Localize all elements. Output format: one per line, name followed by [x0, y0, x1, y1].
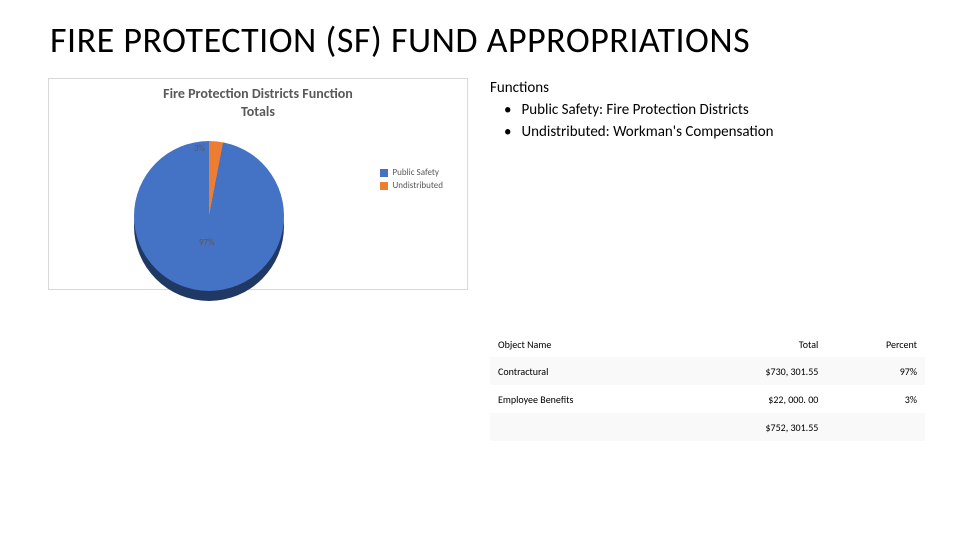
legend-label: Undistributed — [392, 180, 443, 191]
slide: { "title": "FIRE PROTECTION (SF) FUND AP… — [0, 0, 960, 540]
cell-percent: 97% — [826, 357, 925, 385]
chart-title: Fire Protection Districts Function Total… — [49, 85, 467, 120]
pie-label-small: 3% — [194, 143, 205, 154]
col-total: Total — [682, 332, 827, 357]
table: Object Name Total Percent Contractural $… — [490, 332, 925, 441]
legend-item: Public Safety — [380, 167, 443, 178]
pie-chart-panel: Fire Protection Districts Function Total… — [48, 78, 468, 290]
col-object-name: Object Name — [490, 332, 682, 357]
cell-percent: 3% — [826, 385, 925, 413]
list-item: Public Safety: Fire Protection Districts — [504, 100, 774, 122]
legend-item: Undistributed — [380, 180, 443, 191]
cell-grand-total: $752, 301.55 — [682, 413, 827, 441]
chart-title-line2: Totals — [241, 103, 275, 120]
appropriations-table: Object Name Total Percent Contractural $… — [490, 332, 925, 441]
table-row: Employee Benefits $22, 000. 00 3% — [490, 385, 925, 413]
cell-object-name: Contractural — [490, 357, 682, 385]
functions-list: Public Safety: Fire Protection Districts… — [504, 100, 774, 144]
legend-swatch-icon — [380, 169, 388, 177]
functions-heading: Functions — [490, 78, 774, 100]
table-row: Contractural $730, 301.55 97% — [490, 357, 925, 385]
page-title: FIRE PROTECTION (SF) FUND APPROPRIATIONS — [50, 18, 750, 62]
cell-blank — [826, 413, 925, 441]
legend-label: Public Safety — [392, 167, 439, 178]
cell-blank — [490, 413, 682, 441]
pie-face — [134, 141, 284, 291]
table-header-row: Object Name Total Percent — [490, 332, 925, 357]
cell-total: $730, 301.55 — [682, 357, 827, 385]
table-total-row: $752, 301.55 — [490, 413, 925, 441]
functions-block: Functions Public Safety: Fire Protection… — [490, 78, 774, 143]
pie-chart — [134, 141, 284, 291]
chart-title-line1: Fire Protection Districts Function — [163, 85, 353, 102]
cell-total: $22, 000. 00 — [682, 385, 827, 413]
list-item: Undistributed: Workman's Compensation — [504, 122, 774, 144]
pie-label-large: 97% — [199, 237, 215, 248]
col-percent: Percent — [826, 332, 925, 357]
chart-legend: Public Safety Undistributed — [380, 167, 443, 193]
cell-object-name: Employee Benefits — [490, 385, 682, 413]
legend-swatch-icon — [380, 182, 388, 190]
